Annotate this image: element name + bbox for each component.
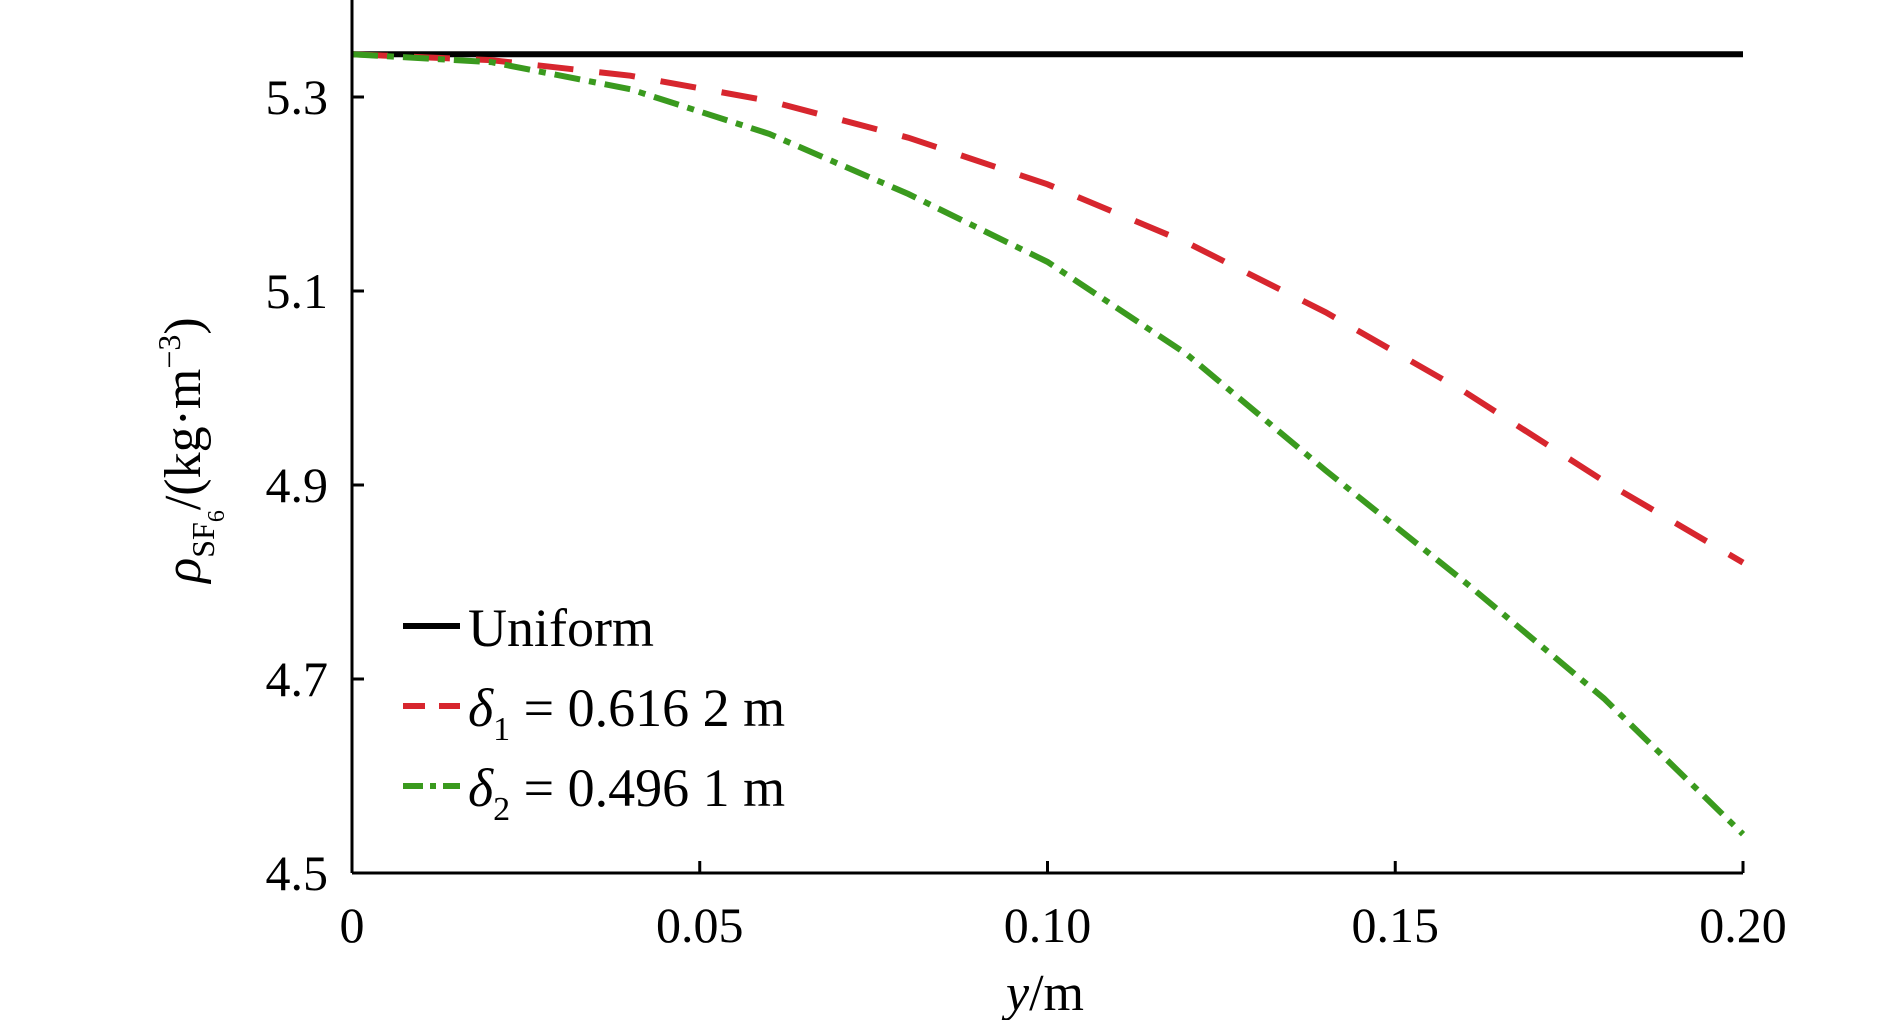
y-tick-label: 5.1 [266,263,329,319]
legend: Uniform δ1 = 0.616 2 m δ2 = 0.496 1 m [403,598,785,828]
series-line-3 [351,51,1746,837]
y-tick-label: 4.7 [266,651,329,707]
x-tick-label: 0.15 [1352,897,1440,953]
x-tick-label: 0.10 [1004,897,1092,953]
y-tick-label: 5.3 [266,69,329,125]
legend-label-1: Uniform [468,598,654,658]
y-axis-label: ρSF6/(kg·m−3) [151,317,230,584]
legend-label-3: δ2 = 0.496 1 m [468,758,785,828]
y-tick-label: 4.9 [266,457,329,513]
x-axis-label: y/m [1001,965,1084,1020]
series-line-2 [351,51,1745,566]
x-tick-label: 0 [340,897,365,953]
series-layer [351,51,1746,837]
ticks: 0 0.05 0.10 0.15 0.20 4.5 4.7 4.9 5.1 5.3 [266,69,1787,953]
y-tick-label: 4.5 [266,845,329,901]
x-tick-label: 0.20 [1699,897,1787,953]
x-tick-label: 0.05 [656,897,744,953]
legend-label-2: δ1 = 0.616 2 m [468,678,785,748]
